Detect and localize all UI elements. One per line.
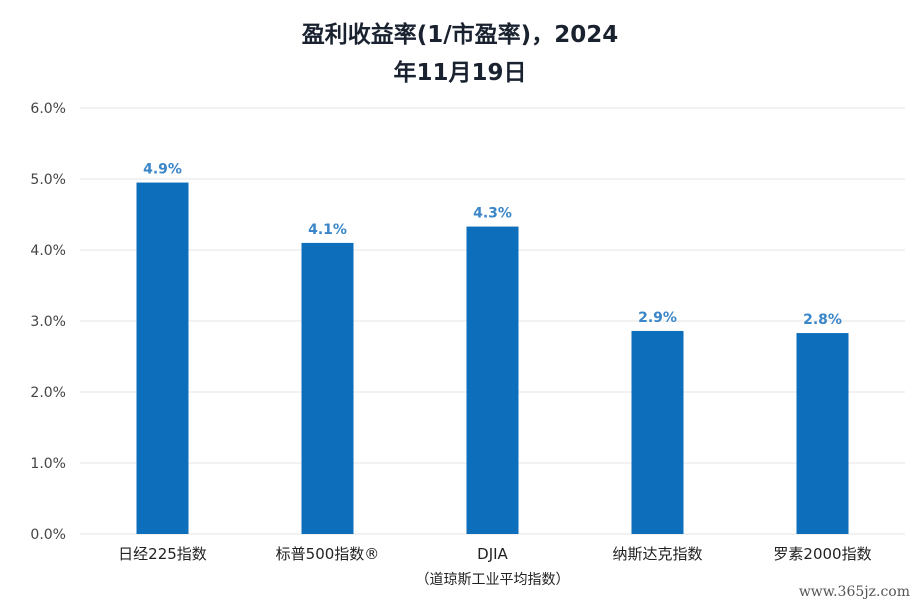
y-tick-label: 1.0% <box>30 456 66 472</box>
x-tick-sublabel: （道琼斯工业平均指数） <box>416 572 570 588</box>
y-tick-label: 0.0% <box>30 527 66 543</box>
data-label: 2.9% <box>638 310 677 326</box>
bar <box>136 182 189 535</box>
data-label: 4.9% <box>143 162 182 178</box>
bar <box>631 330 684 534</box>
data-label: 4.3% <box>473 206 512 222</box>
y-tick-label: 3.0% <box>30 314 66 330</box>
x-tick-label: 日经225指数 <box>118 545 207 563</box>
y-tick-label: 5.0% <box>30 172 66 188</box>
watermark: www.365jz.com <box>798 584 910 600</box>
x-tick-label: 罗素2000指数 <box>773 545 871 563</box>
bar <box>796 333 849 534</box>
data-label: 2.8% <box>803 312 842 328</box>
x-tick-label: 标普500指数® <box>276 545 380 563</box>
y-tick-label: 2.0% <box>30 385 66 401</box>
data-label: 4.1% <box>308 222 347 238</box>
bar <box>466 226 519 534</box>
chart-subtitle: 年11月19日 <box>393 60 527 86</box>
y-tick-label: 6.0% <box>30 101 66 117</box>
bar <box>301 242 354 534</box>
y-tick-label: 4.0% <box>30 243 66 259</box>
x-tick-label: 纳斯达克指数 <box>612 545 702 563</box>
chart-title: 盈利收益率(1/市盈率)，2024 <box>301 22 619 48</box>
x-tick-label: DJIA <box>477 545 508 563</box>
